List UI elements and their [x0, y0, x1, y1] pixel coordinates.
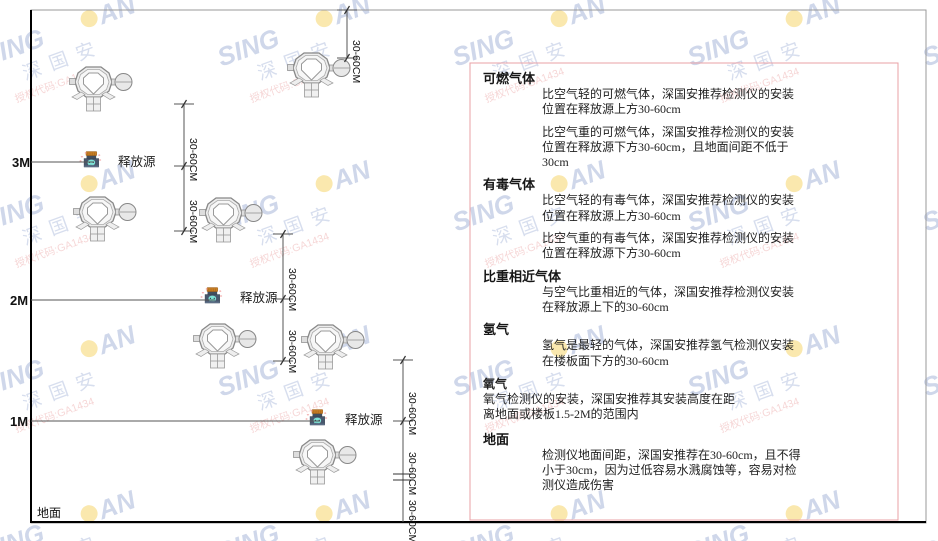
svg-text:1M: 1M — [10, 414, 28, 429]
svg-text:地面: 地面 — [37, 506, 61, 520]
svg-text:3M: 3M — [12, 155, 30, 170]
svg-text:30-60CM: 30-60CM — [406, 452, 418, 495]
svg-text:2M: 2M — [10, 293, 28, 308]
svg-text:释放源: 释放源 — [240, 290, 278, 305]
svg-text:30-60CM: 30-60CM — [286, 268, 298, 311]
svg-text:30-60CM: 30-60CM — [286, 330, 298, 373]
svg-text:释放源: 释放源 — [345, 412, 383, 427]
svg-text:30-60CM: 30-60CM — [187, 200, 199, 243]
svg-text:30-60CM: 30-60CM — [406, 392, 418, 435]
svg-text:30-60CM: 30-60CM — [406, 500, 418, 541]
svg-text:30-60CM: 30-60CM — [350, 40, 362, 83]
svg-text:30-60CM: 30-60CM — [187, 138, 199, 181]
svg-text:释放源: 释放源 — [118, 154, 156, 169]
